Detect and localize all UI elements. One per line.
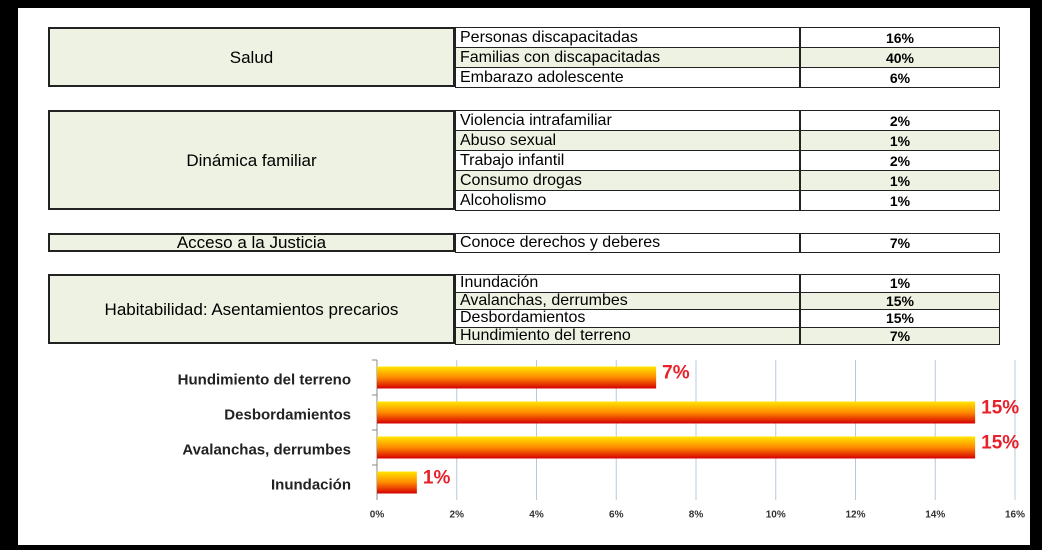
x-tick-label: 14% — [925, 510, 945, 521]
y-tick-label: Avalanchas, derrumbes — [182, 441, 351, 458]
bar — [377, 471, 417, 494]
x-tick-label: 10% — [766, 510, 786, 521]
x-tick-label: 2% — [450, 510, 465, 521]
x-tick-label: 12% — [845, 510, 865, 521]
row-value: 7% — [800, 326, 1000, 345]
x-tick-label: 4% — [529, 510, 544, 521]
row-label: Alcoholismo — [455, 190, 800, 211]
row-label: Conoce derechos y deberes — [455, 233, 800, 253]
group-label: Habitabilidad: Asentamientos precarios — [48, 274, 455, 344]
value-label: 7% — [662, 363, 690, 384]
page: Salud Personas discapacitadas 16% Familias … — [18, 8, 1030, 545]
bar — [377, 401, 976, 424]
y-tick-label: Hundimiento del terreno — [178, 371, 351, 388]
y-tick-label: Inundación — [271, 476, 351, 493]
value-label: 15% — [981, 398, 1019, 419]
row-label: Embarazo adolescente — [455, 67, 800, 88]
row-value: 1% — [800, 190, 1000, 211]
row-label: Hundimiento del terreno — [455, 326, 800, 345]
row-label: Abuso sexual — [455, 130, 800, 151]
value-label: 15% — [981, 433, 1019, 454]
x-tick-label: 8% — [689, 510, 704, 521]
x-tick-label: 0% — [370, 510, 385, 521]
group-label: Salud — [48, 27, 455, 87]
row-value: 7% — [800, 233, 1000, 253]
chart: 0% 2% 4% 6% 8% 10% 12% 14% 16% Hundimiento del te… — [178, 359, 1025, 521]
x-tick-label: 16% — [1005, 510, 1025, 521]
x-tick-label: 6% — [609, 510, 624, 521]
row-label: Familias con discapacitadas — [455, 47, 800, 68]
bar — [377, 436, 976, 459]
group-label: Dinámica familiar — [48, 110, 455, 210]
row-value: 15% — [800, 291, 1000, 310]
group-label: Acceso a la Justicia — [48, 233, 455, 252]
bar — [377, 366, 657, 389]
row-value: 6% — [800, 67, 1000, 88]
value-label: 1% — [423, 468, 451, 489]
y-tick-label: Desbordamientos — [224, 406, 351, 423]
